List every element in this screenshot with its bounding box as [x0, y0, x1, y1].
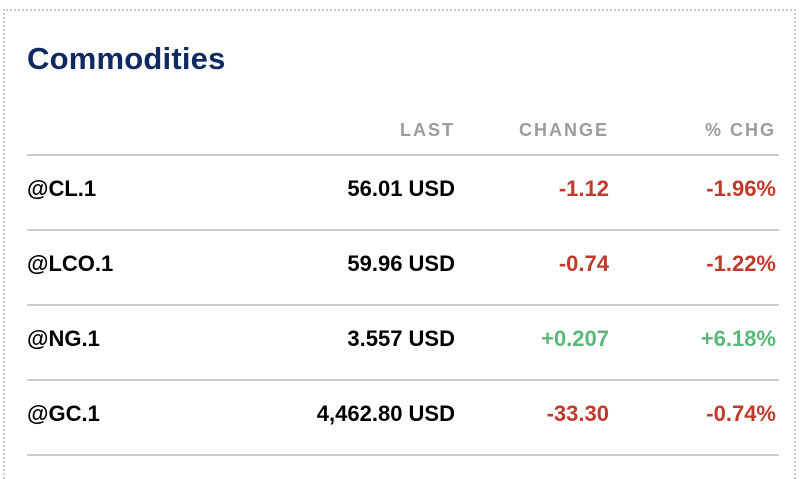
commodities-panel: Commodities LAST CHANGE % CHG @CL.1 56.01… [3, 9, 796, 479]
pct-change-value: +6.18% [700, 326, 776, 351]
column-header-pct-change: % CHG [704, 120, 776, 140]
row-divider [27, 454, 779, 456]
symbol-link[interactable]: @GC.1 [27, 401, 100, 426]
pct-change-value: -0.74% [706, 401, 776, 426]
last-price: 56.01 USD [347, 176, 455, 201]
last-price: 3.557 USD [347, 326, 455, 351]
column-header-change: CHANGE [518, 120, 609, 140]
change-value: +0.207 [541, 326, 609, 351]
change-value: -1.12 [558, 176, 609, 201]
row-divider [27, 379, 779, 381]
symbol-link[interactable]: @CL.1 [27, 176, 97, 201]
last-price: 4,462.80 USD [316, 401, 455, 426]
pct-change-value: -1.22% [706, 251, 776, 276]
last-price: 59.96 USD [347, 251, 455, 276]
row-divider [27, 229, 779, 231]
change-value: -33.30 [546, 401, 609, 426]
pct-change-value: -1.96% [706, 176, 776, 201]
change-value: -0.74 [558, 251, 609, 276]
symbol-link[interactable]: @NG.1 [27, 326, 100, 351]
symbol-link[interactable]: @LCO.1 [27, 251, 114, 276]
panel-title: Commodities [27, 41, 226, 76]
row-divider [27, 154, 779, 156]
row-divider [27, 304, 779, 306]
column-header-last: LAST [400, 120, 455, 140]
